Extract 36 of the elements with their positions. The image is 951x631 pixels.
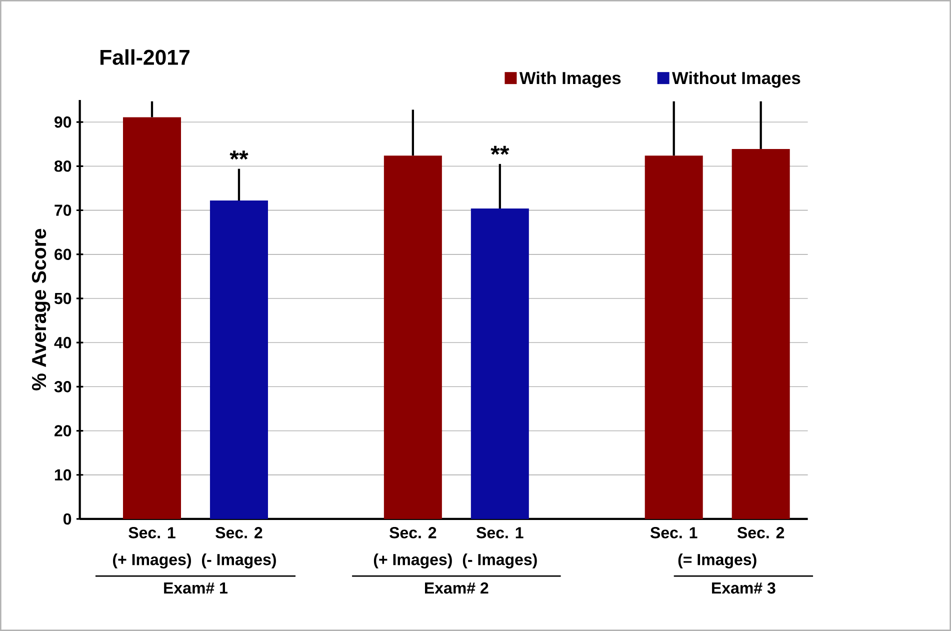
x-tick-label: Sec. 2 (390, 527, 436, 538)
bar (384, 156, 442, 519)
y-tick-label: 30 (54, 381, 72, 392)
y-tick-label: 70 (54, 204, 72, 216)
bar (644, 156, 703, 519)
bar (210, 200, 268, 519)
text: (- Images) (462, 554, 537, 568)
y-tick-label: 40 (54, 336, 72, 348)
x-tick-label: Sec. 2 (216, 527, 262, 538)
y-tick-label: 80 (54, 160, 72, 172)
y-tick-label: 60 (54, 248, 72, 260)
bar (732, 148, 790, 519)
legend-label: With Images (519, 71, 621, 88)
bar (470, 208, 529, 519)
y-tick-label: 10 (54, 469, 72, 481)
y-tick-label: 20 (54, 425, 72, 436)
text: (- Images) (202, 554, 276, 568)
bar (123, 117, 181, 519)
annotation: ** (490, 146, 510, 155)
text: (= Images) (678, 554, 756, 568)
chart-title: Fall-2017 (100, 49, 190, 65)
y-tick-label: 0 (64, 513, 72, 525)
text: Exam# 2 (425, 582, 488, 594)
y-axis-title: % Average Score (32, 228, 50, 390)
text: (+ Images) (374, 554, 452, 568)
x-tick-label: Sec. 1 (650, 527, 698, 538)
text: (+ Images) (113, 554, 191, 568)
text: Exam# 3 (712, 582, 776, 594)
y-tick-label: 90 (54, 116, 72, 128)
y-tick-label: 50 (54, 292, 72, 304)
annotation: ** (230, 150, 248, 160)
x-tick-label: Sec. 2 (737, 527, 784, 538)
x-tick-label: Sec. 1 (128, 527, 176, 538)
text: Exam# 1 (164, 582, 228, 594)
x-tick-label: Sec. 1 (476, 527, 524, 538)
legend-label: Without Images (672, 71, 800, 88)
